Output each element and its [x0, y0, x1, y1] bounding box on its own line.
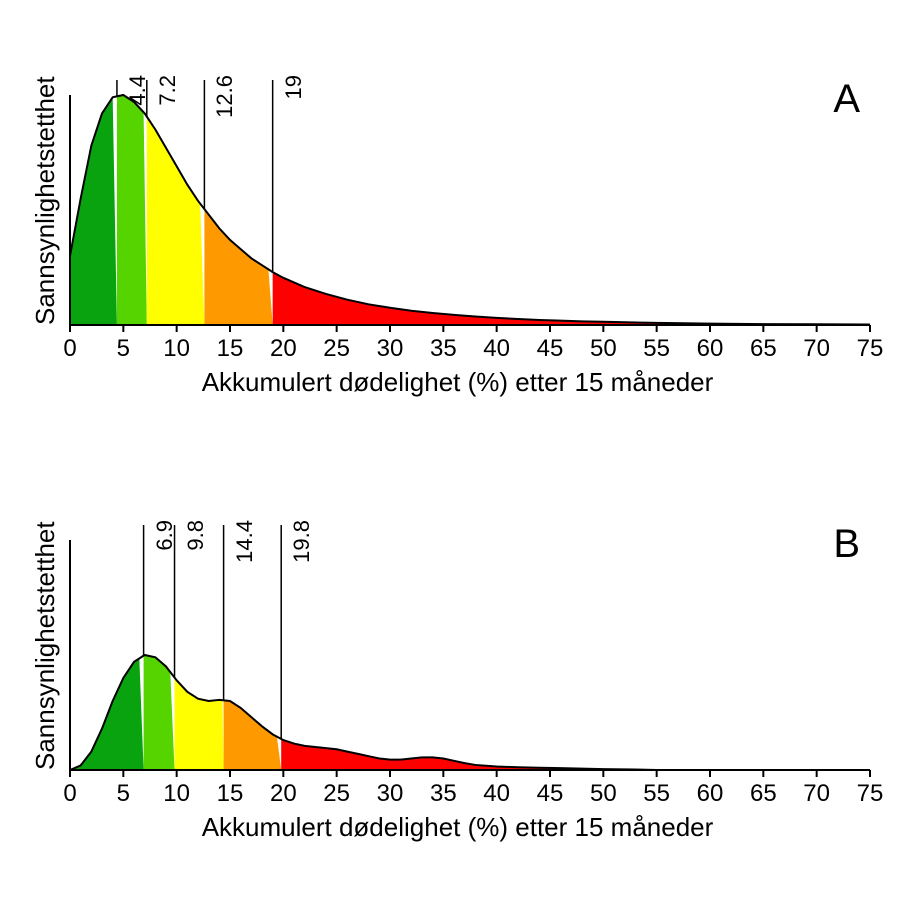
- x-tick-label: 40: [483, 780, 510, 808]
- x-tick-label: 70: [803, 335, 830, 363]
- x-tick-label: 5: [117, 780, 130, 808]
- density-region: [281, 739, 656, 770]
- x-tick-label: 20: [270, 780, 297, 808]
- x-tick-label: 60: [697, 335, 724, 363]
- x-tick-label: 50: [590, 780, 617, 808]
- density-region: [273, 272, 870, 325]
- threshold-label: 9.8: [183, 520, 209, 551]
- x-axis-label: Akkumulert dødelighet (%) etter 15 måned…: [0, 812, 915, 843]
- density-plot-b: [0, 0, 915, 909]
- threshold-label: 6.9: [152, 520, 178, 551]
- density-outline: [70, 95, 870, 325]
- y-axis-label: Sannsynlighetstetthet: [30, 521, 61, 770]
- threshold-label: 7.2: [155, 75, 181, 106]
- density-region: [70, 658, 144, 770]
- x-tick-label: 65: [750, 780, 777, 808]
- x-tick-label: 0: [63, 780, 76, 808]
- density-region: [144, 656, 175, 770]
- x-tick-label: 15: [217, 335, 244, 363]
- density-plot-a: [0, 0, 915, 909]
- x-tick-label: 55: [643, 335, 670, 363]
- x-tick-label: 70: [803, 780, 830, 808]
- x-tick-label: 75: [857, 335, 884, 363]
- x-tick-label: 15: [217, 780, 244, 808]
- panel-letter: B: [833, 522, 860, 567]
- y-axis-label: Sannsynlighetstetthet: [30, 76, 61, 325]
- x-axis-label: Akkumulert dødelighet (%) etter 15 måned…: [0, 367, 915, 398]
- x-tick-label: 40: [483, 335, 510, 363]
- x-tick-label: 35: [430, 780, 457, 808]
- threshold-label: 19: [281, 75, 307, 99]
- x-tick-label: 55: [643, 780, 670, 808]
- x-tick-label: 50: [590, 335, 617, 363]
- panel-letter: A: [833, 77, 860, 122]
- x-tick-label: 20: [270, 335, 297, 363]
- x-tick-label: 25: [323, 780, 350, 808]
- density-region: [70, 97, 117, 325]
- threshold-label: 4.4: [125, 75, 151, 106]
- threshold-label: 12.6: [212, 75, 238, 118]
- x-tick-label: 45: [537, 780, 564, 808]
- density-region: [204, 209, 272, 325]
- density-region: [147, 117, 205, 325]
- x-tick-label: 0: [63, 335, 76, 363]
- density-outline: [70, 655, 657, 770]
- x-tick-label: 65: [750, 335, 777, 363]
- density-region: [175, 678, 224, 770]
- threshold-label: 19.8: [289, 520, 315, 563]
- x-tick-label: 30: [377, 780, 404, 808]
- x-tick-label: 5: [117, 335, 130, 363]
- threshold-label: 14.4: [232, 520, 258, 563]
- x-tick-label: 60: [697, 780, 724, 808]
- density-region: [224, 700, 282, 770]
- x-tick-label: 75: [857, 780, 884, 808]
- x-tick-label: 10: [163, 780, 190, 808]
- x-tick-label: 30: [377, 335, 404, 363]
- x-tick-label: 25: [323, 335, 350, 363]
- density-region: [117, 95, 147, 325]
- x-tick-label: 45: [537, 335, 564, 363]
- x-tick-label: 35: [430, 335, 457, 363]
- x-tick-label: 10: [163, 335, 190, 363]
